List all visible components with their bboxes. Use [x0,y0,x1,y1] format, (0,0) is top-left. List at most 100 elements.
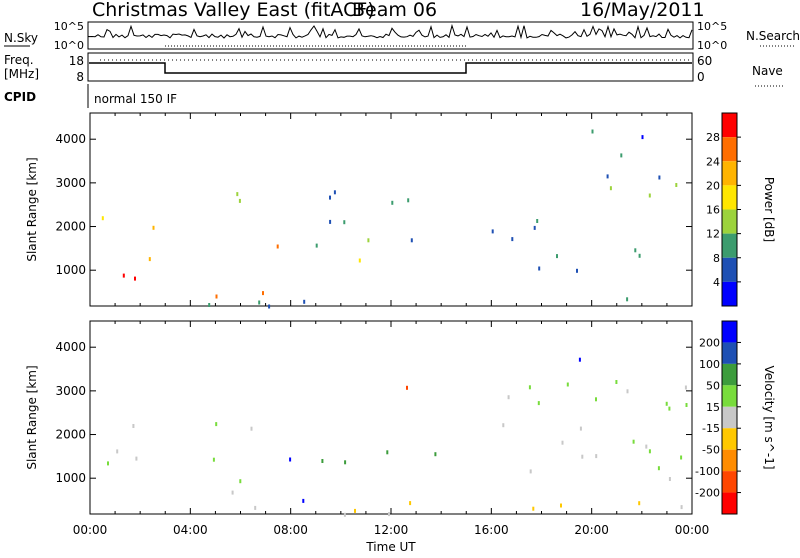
colorbar-tick-label: 50 [706,379,720,392]
colorbar-tick-label: -100 [695,465,720,478]
y-tick-label: 4000 [55,340,86,354]
echo-band [502,380,688,481]
colorbar-segment [722,185,737,210]
plot-title: Christmas Valley East (fitACF) [92,0,375,21]
echo-cell [321,459,324,463]
echo-cell [579,426,582,431]
y-tick-label: 1000 [55,263,86,277]
echo-cell [566,382,569,387]
colorbar-segment [722,363,737,386]
echo-cell [533,225,536,230]
echo-cell [238,198,241,203]
echo-cell [595,454,598,459]
x-tick-label: 16:00 [474,523,509,537]
colorbar-segment [722,281,737,306]
echo-cell [276,244,279,249]
colorbar-segment [722,113,737,138]
echo-band [329,190,413,243]
echo-cell [668,406,671,411]
echo-band [406,385,408,390]
echo-cell [536,219,539,223]
colorbar: 28 24 20 16 12 8 4 Power [dB] [706,112,776,307]
echo-band [122,257,151,281]
echo-band [321,450,437,465]
echo-band [215,291,264,299]
echo-cell [491,229,494,234]
colorbar-tick-label: 20 [706,179,720,192]
echo-cell [250,426,253,431]
colorbar-segment [722,321,737,343]
echo-cell [134,276,136,281]
echo-cell [576,268,578,273]
x-tick-label: 12:00 [374,523,409,537]
echo-cell [529,469,532,474]
colorbar-segment [722,471,737,493]
echo-cell [675,183,678,187]
colorbar-segment [722,209,737,234]
echo-cell [511,237,514,242]
echo-cell [386,450,389,455]
echo-cell [107,461,109,466]
echo-cell [303,299,306,304]
noise-right-tick-bottom: 10^0 [697,39,727,52]
echo-cell [208,303,211,307]
y-tick-label: 1000 [55,471,86,485]
echo-cell [668,477,671,481]
echo-cell [609,186,612,191]
colorbar: 200 100 50 15 -15 -50 -100 -200 Velocity [m s^-1… [695,320,776,515]
echo-band [276,244,279,249]
echo-cell [641,135,644,140]
colorbar-tick-label: -15 [702,422,720,435]
echo-cell [289,457,292,462]
range-time-cells [107,357,688,517]
noise-panel: N.Sky 10^5 10^0 10^5 10^0 N.Search [4,20,800,52]
velocity-panel: 1000 2000 3000 4000 Slant Range [km] 00:00 04:… [25,320,776,537]
echo-cell [606,174,609,179]
echo-band [606,174,678,198]
freq-label-bottom: [MHz] [4,67,39,81]
colorbar-tick-label: 4 [713,276,720,289]
echo-cell [388,512,390,517]
x-tick-label: 20:00 [574,523,609,537]
y-tick-label: 2000 [55,220,86,234]
echo-cell [101,216,104,221]
echo-cell [329,219,332,224]
nave-label: Nave [752,64,783,78]
colorbar-segment [722,492,737,514]
noise-right-label: N.Search [746,29,800,43]
echo-cell [680,505,683,510]
noise-sky-trace [88,23,693,40]
echo-cell [615,380,618,384]
colorbar-tick-label: 100 [699,358,720,371]
cpid-value: normal 150 IF [94,92,177,106]
frequency-panel: Freq. [MHz] 18 8 60 0 Nave [4,52,785,87]
echo-cell [581,454,584,459]
echo-cell [315,243,318,248]
echo-cell [626,297,629,302]
x-tick-label: 00:00 [73,523,108,537]
echo-cell [132,424,135,428]
echo-cell [665,401,668,406]
echo-band [591,129,644,158]
echo-cell [343,512,346,517]
range-time-cells [101,129,678,309]
echo-cell [258,300,261,305]
echo-cell [684,385,687,390]
echo-cell [556,254,558,259]
colorbar-tick-label: 15 [706,401,720,414]
echo-cell [680,455,683,460]
echo-cell [215,294,218,299]
echo-cell [410,238,413,243]
echo-band [208,297,629,309]
y-tick-label: 4000 [55,132,86,146]
echo-cell [152,225,155,230]
x-axis-label: Time UT [365,540,416,554]
echo-cell [626,389,629,394]
echo-cell [560,503,562,508]
echo-band [107,424,138,466]
echo-band [254,501,683,517]
echo-cell [391,200,394,205]
freq-label-top: Freq. [4,53,34,67]
power-panel: 1000 2000 3000 4000 Slant Range [km] 28 24 20 16… [25,112,776,309]
